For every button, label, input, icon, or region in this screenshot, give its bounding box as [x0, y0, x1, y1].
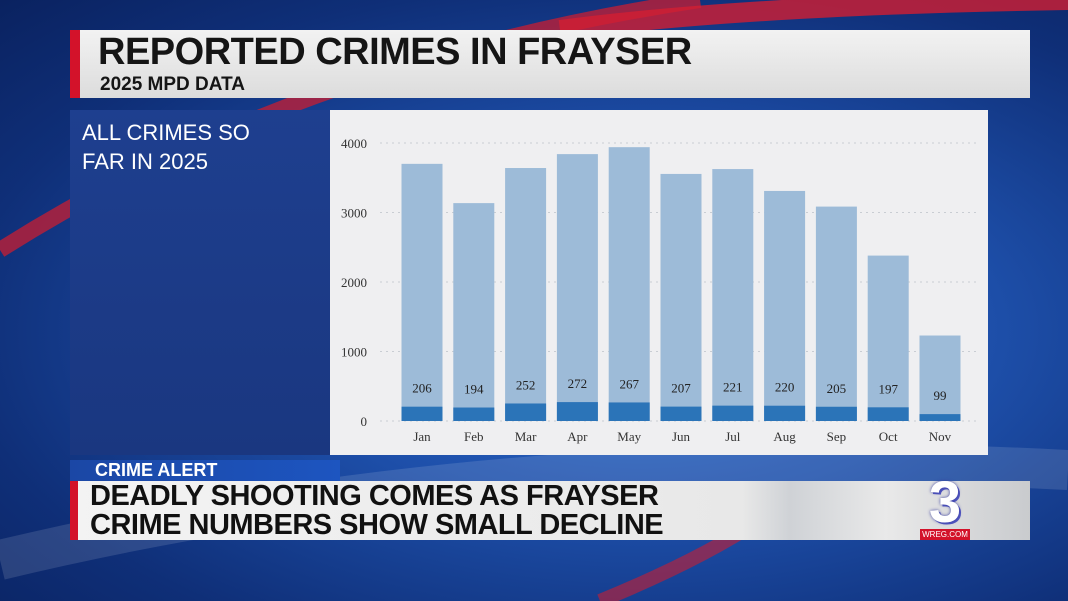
y-tick-label: 4000 — [341, 136, 367, 151]
x-tick-label: Mar — [515, 429, 537, 444]
page-subtitle: 2025 MPD DATA — [100, 74, 245, 95]
x-tick-label: Oct — [879, 429, 898, 444]
bar-subset — [453, 407, 495, 421]
bar-subset — [660, 406, 702, 421]
x-tick-label: Apr — [567, 429, 588, 444]
bar-total — [867, 255, 909, 421]
x-tick-label: May — [617, 429, 641, 444]
bar-subset — [867, 407, 909, 421]
y-tick-label: 2000 — [341, 275, 367, 290]
data-label: 207 — [671, 381, 691, 396]
headline-line-2: CRIME NUMBERS SHOW SMALL DECLINE — [90, 509, 664, 541]
data-label: 205 — [827, 381, 847, 396]
bar-total — [712, 169, 754, 421]
x-tick-label: Sep — [827, 429, 847, 444]
logo-site: WREG.COM — [920, 529, 970, 540]
y-tick-label: 3000 — [341, 206, 367, 221]
lower-third: DEADLY SHOOTING COMES AS FRAYSER CRIME N… — [70, 481, 1030, 540]
bar-subset — [764, 405, 806, 421]
bar-total — [453, 203, 495, 421]
station-logo: 3 WREG.COM — [920, 470, 970, 540]
bar-chart: 0 1000 2000 3000 4000 206 Jan 194 Feb 252 Mar 272 Ap… — [341, 136, 980, 444]
x-tick-label: Jul — [725, 429, 741, 444]
x-tick-label: Nov — [929, 429, 952, 444]
data-label: 221 — [723, 380, 743, 395]
panel-label: ALL CRIMES SO FAR IN 2025 — [82, 120, 250, 174]
bar-total — [764, 190, 806, 421]
x-tick-label: Jun — [672, 429, 691, 444]
page-title: REPORTED CRIMES IN FRAYSER — [98, 31, 692, 73]
bar-total — [401, 163, 443, 421]
bar-subset — [608, 402, 650, 421]
x-tick-label: Aug — [773, 429, 796, 444]
bar-total — [556, 154, 598, 421]
y-tick-label: 0 — [361, 414, 368, 429]
accent-bar — [70, 30, 80, 98]
data-label: 220 — [775, 380, 795, 395]
bar-subset — [401, 406, 443, 421]
bar-subset — [919, 414, 961, 421]
logo-number: 3 — [928, 470, 962, 535]
data-label: 267 — [619, 376, 639, 391]
bar-total — [505, 168, 547, 421]
data-label: 197 — [878, 381, 898, 396]
bar-total — [608, 147, 650, 422]
bar-subset — [712, 405, 754, 421]
chart-panel: 0 1000 2000 3000 4000 206 Jan 194 Feb 252 Mar 272 Ap… — [330, 110, 988, 455]
left-panel: ALL CRIMES SO FAR IN 2025 — [70, 110, 330, 455]
accent-bar — [70, 481, 78, 540]
bar-subset — [556, 402, 598, 421]
x-tick-label: Jan — [413, 429, 431, 444]
x-tick-label: Feb — [464, 429, 484, 444]
background-swoosh — [558, 0, 1068, 40]
bar-subset — [505, 403, 547, 421]
crime-alert-tag: CRIME ALERT — [70, 460, 340, 481]
bar-subset — [815, 406, 857, 421]
headline-line-1: DEADLY SHOOTING COMES AS FRAYSER — [90, 480, 659, 512]
data-label: 252 — [516, 377, 536, 392]
bar-total — [815, 206, 857, 421]
data-label: 272 — [568, 376, 588, 391]
data-label: 206 — [412, 381, 432, 396]
data-label: 194 — [464, 382, 484, 397]
tag-label: CRIME ALERT — [95, 460, 218, 480]
y-tick-label: 1000 — [341, 345, 367, 360]
data-label: 99 — [934, 388, 947, 403]
bar-total — [919, 335, 961, 421]
bar-total — [660, 173, 702, 421]
header-banner: REPORTED CRIMES IN FRAYSER 2025 MPD DATA — [70, 30, 1030, 98]
